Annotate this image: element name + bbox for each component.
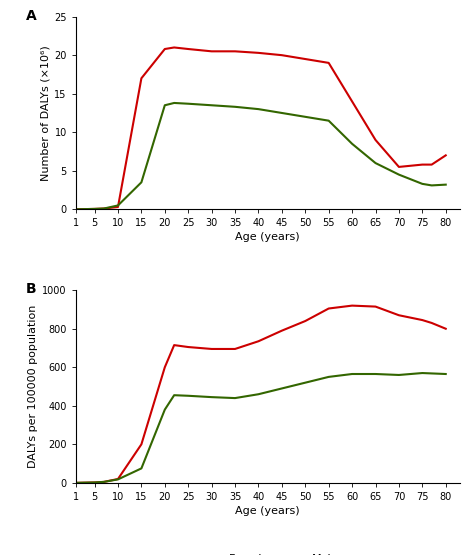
X-axis label: Age (years): Age (years) (236, 233, 300, 243)
Text: B: B (26, 282, 36, 296)
Y-axis label: DALYs per 100000 population: DALYs per 100000 population (28, 305, 38, 468)
Legend: Female, Male: Female, Male (193, 550, 342, 555)
Y-axis label: Number of DALYs (×10⁶): Number of DALYs (×10⁶) (40, 45, 50, 181)
Text: A: A (26, 9, 36, 23)
X-axis label: Age (years): Age (years) (236, 506, 300, 516)
